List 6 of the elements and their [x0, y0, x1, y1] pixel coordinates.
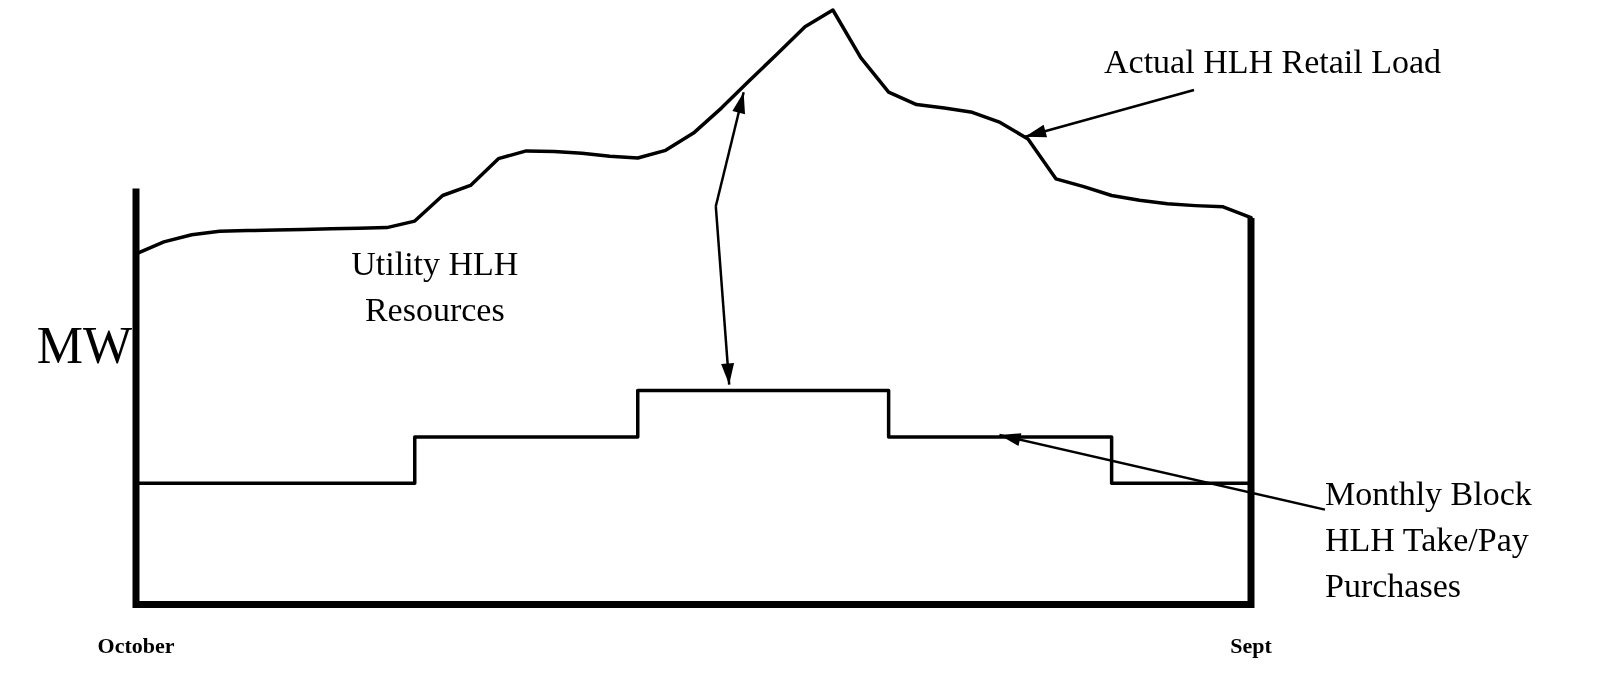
annotation: Actual HLH Retail Load [1104, 42, 1442, 80]
x-tick-label: October [97, 633, 175, 659]
x-tick-label: Sept [1230, 633, 1273, 659]
y-axis-title: MW [36, 316, 132, 374]
text: Monthly Block HLH Take/Pay Purchases [1325, 474, 1532, 604]
annotation: Utility HLH Resources [351, 244, 519, 328]
